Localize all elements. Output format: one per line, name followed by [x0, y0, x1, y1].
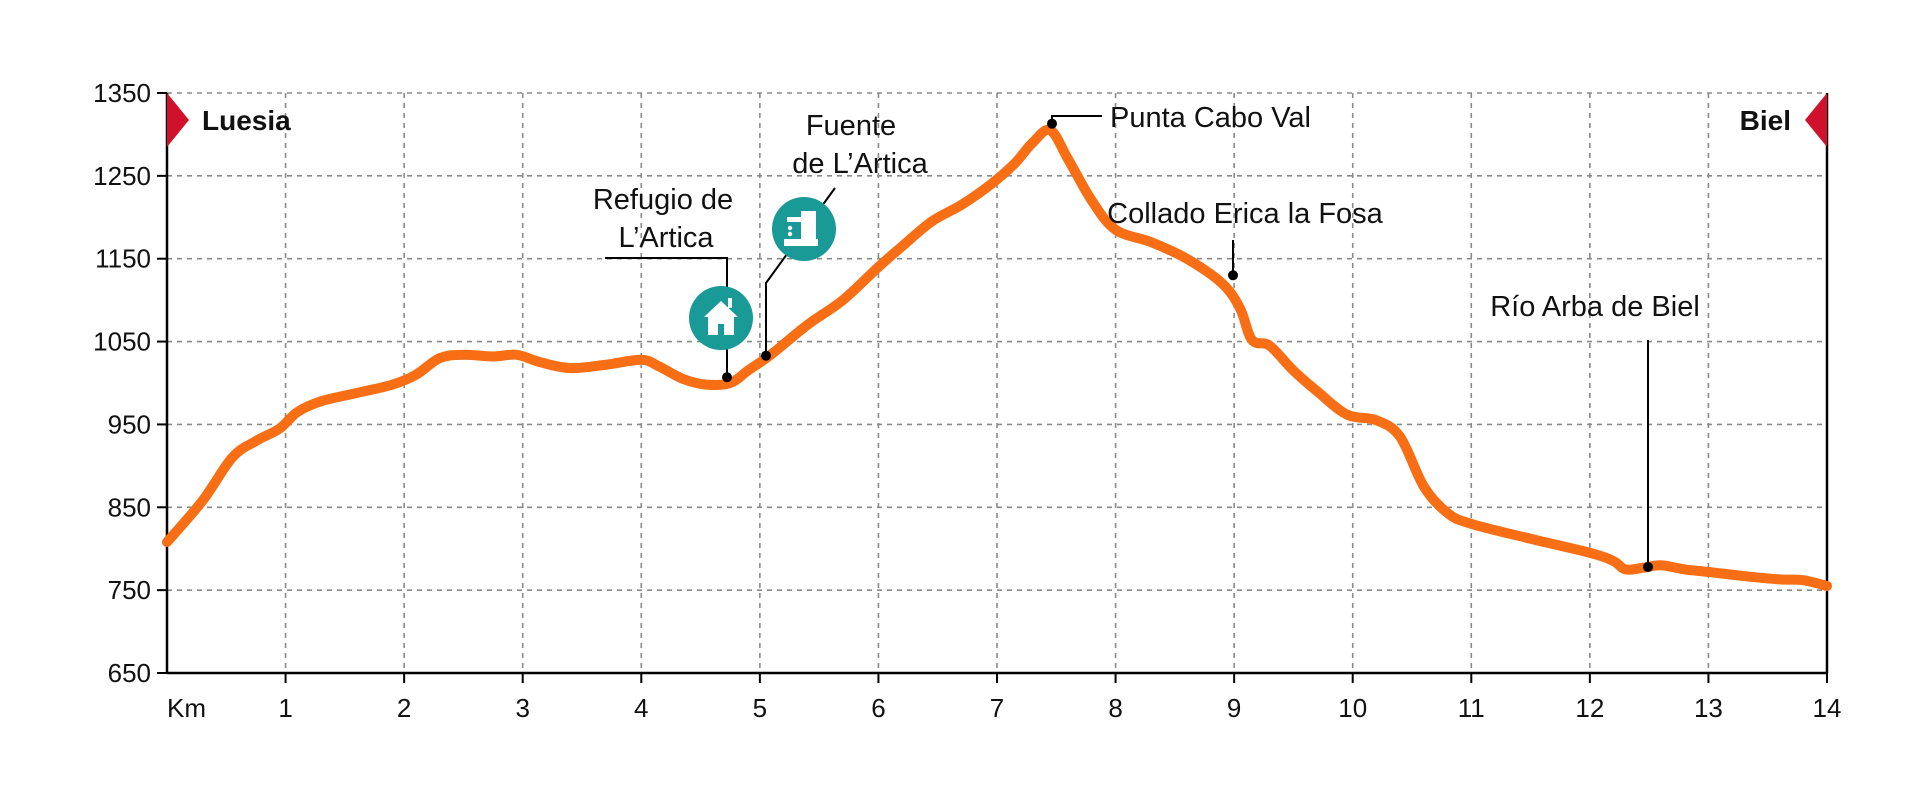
end-label: Biel [1740, 105, 1791, 136]
x-tick-label: 3 [515, 693, 529, 723]
start-label: Luesia [202, 105, 291, 136]
y-tick-label: 650 [108, 658, 151, 688]
annotation-label: Refugio de [593, 184, 733, 216]
annotation-leader-line [1051, 115, 1102, 124]
annotation-point [1228, 270, 1238, 281]
annotation-point [1047, 118, 1057, 129]
end-marker-icon [1805, 93, 1827, 147]
annotation-label: Fuente [806, 110, 896, 142]
house-roof [704, 301, 738, 317]
house-door [718, 324, 724, 335]
x-tick-label: 7 [990, 693, 1004, 723]
x-tick-label: 6 [871, 693, 885, 723]
annotation-point [761, 350, 771, 361]
annotation-label: Collado Erica la Fosa [1107, 198, 1383, 230]
fountain-spout [787, 217, 801, 222]
y-tick-label: 1350 [93, 78, 151, 108]
x-tick-label: 5 [753, 693, 767, 723]
fountain-drop [787, 231, 793, 237]
house-icon [689, 286, 753, 350]
fountain-drop [787, 225, 793, 231]
x-tick-label: 10 [1338, 693, 1367, 723]
y-tick-label: 850 [108, 492, 151, 522]
x-tick-label: 4 [634, 693, 648, 723]
fountain-basin [784, 239, 818, 246]
elevation-line [162, 124, 1832, 591]
annotation-label: de L’Artica [792, 148, 928, 180]
annotation-point [722, 372, 732, 383]
annotation-label: Río Arba de Biel [1490, 291, 1700, 323]
x-tick-label: 14 [1813, 693, 1842, 723]
x-tick-label: 1 [278, 693, 292, 723]
x-tick-label: 12 [1575, 693, 1604, 723]
x-tick-label: 13 [1694, 693, 1723, 723]
start-marker-icon [167, 93, 189, 147]
y-tick-label: 1250 [93, 161, 151, 191]
x-tick-label: 9 [1227, 693, 1241, 723]
x-axis-label: Km [167, 693, 206, 723]
y-tick-label: 1150 [95, 244, 151, 274]
house-chimney [728, 298, 732, 308]
y-tick-label: 950 [108, 409, 151, 439]
y-tick-label: 1050 [93, 327, 151, 357]
water-fountain-icon [772, 197, 836, 261]
x-tick-label: 11 [1458, 693, 1485, 723]
y-tick-label: 750 [108, 575, 151, 605]
annotation-label: L’Artica [618, 222, 714, 254]
x-tick-label: 8 [1108, 693, 1122, 723]
annotation-label: Punta Cabo Val [1110, 102, 1311, 134]
fountain-post [801, 211, 816, 241]
annotation-point [1643, 561, 1653, 572]
x-tick-label: 2 [397, 693, 411, 723]
